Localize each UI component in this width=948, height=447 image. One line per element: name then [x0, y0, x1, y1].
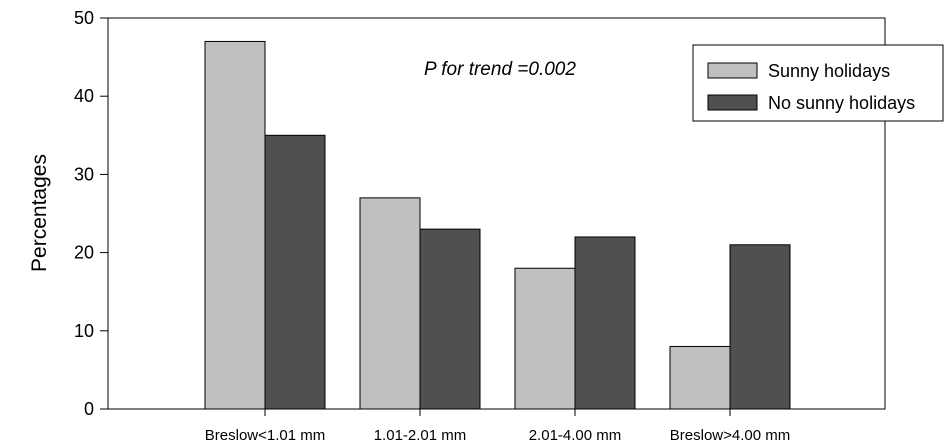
bar-no-sunny-holidays	[574, 236, 636, 410]
y-axis: 0 10 20 30 40 50	[74, 8, 108, 419]
y-tick-label: 20	[74, 243, 94, 263]
legend: Sunny holidays No sunny holidays	[692, 44, 944, 122]
bar-no-sunny-holidays	[419, 228, 481, 410]
legend-swatch	[707, 62, 758, 79]
bar-sunny-holidays	[204, 40, 266, 410]
x-category-label: 2.01-4.00 mm	[529, 427, 622, 444]
plot-area-frame	[107, 17, 886, 410]
legend-label: Sunny holidays	[768, 61, 890, 81]
legend-swatch	[707, 94, 758, 111]
bar-sunny-holidays	[359, 197, 421, 410]
y-axis-label: Percentages	[28, 154, 51, 272]
x-category-label: Breslow>4.00 mm	[670, 427, 790, 444]
y-tick-label: 40	[74, 86, 94, 106]
bars-group	[204, 40, 791, 410]
legend-label: No sunny holidays	[768, 93, 915, 113]
bar-sunny-holidays	[669, 345, 731, 410]
y-tick-label: 30	[74, 164, 94, 184]
x-category-label: Breslow<1.01 mm	[205, 427, 325, 444]
bar-no-sunny-holidays	[729, 244, 791, 410]
y-tick-label: 50	[74, 8, 94, 28]
bar-no-sunny-holidays	[264, 134, 326, 410]
y-tick-label: 10	[74, 321, 94, 341]
trend-annotation: P for trend =0.002	[424, 59, 576, 80]
y-tick-label: 0	[84, 399, 94, 419]
x-axis: Breslow<1.01 mm 1.01-2.01 mm 2.01-4.00 mm B…	[205, 409, 790, 444]
bar-sunny-holidays	[514, 267, 576, 410]
x-category-label: 1.01-2.01 mm	[374, 427, 467, 444]
